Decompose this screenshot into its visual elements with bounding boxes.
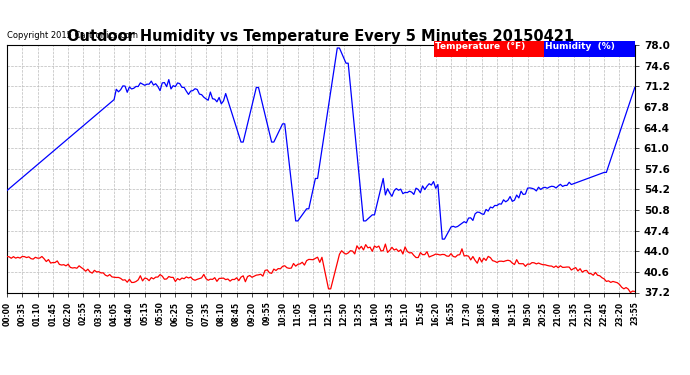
Text: Humidity  (%): Humidity (%): [545, 42, 615, 51]
Text: Temperature  (°F): Temperature (°F): [435, 42, 525, 51]
FancyBboxPatch shape: [544, 41, 635, 57]
Title: Outdoor Humidity vs Temperature Every 5 Minutes 20150421: Outdoor Humidity vs Temperature Every 5 …: [68, 29, 574, 44]
Text: Copyright 2015 Cartronics.com: Copyright 2015 Cartronics.com: [7, 31, 138, 40]
FancyBboxPatch shape: [434, 41, 544, 57]
